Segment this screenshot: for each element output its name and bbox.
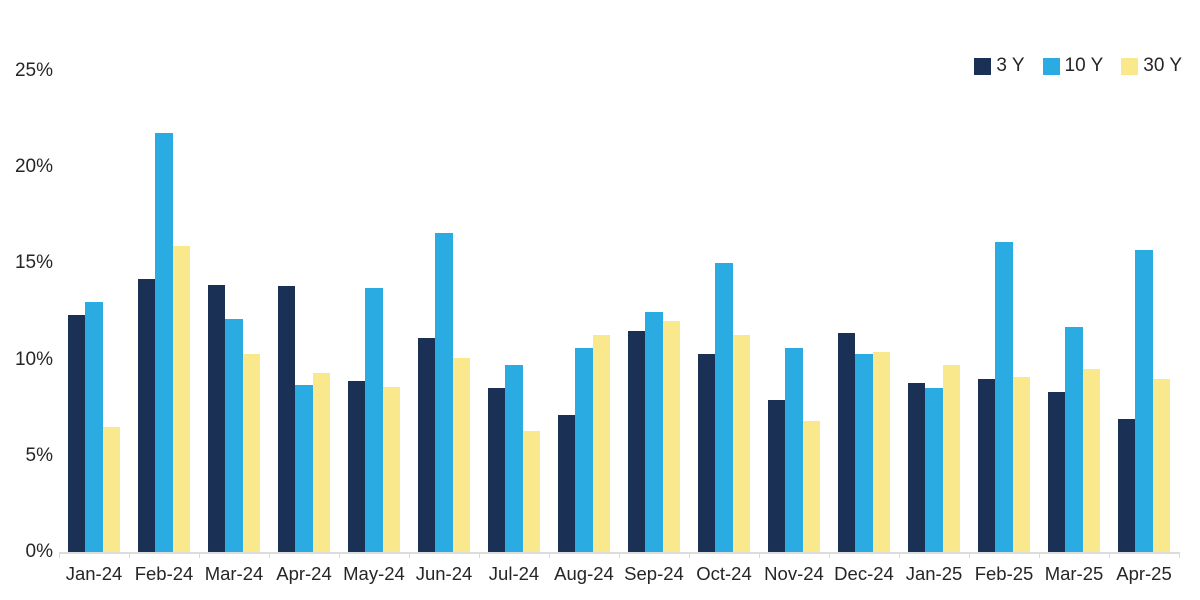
bar-3y-sep-24	[628, 330, 646, 552]
y-axis-label: 25%	[14, 60, 53, 81]
bar-3y-feb-24	[138, 278, 156, 552]
x-axis-tick	[1109, 553, 1111, 558]
bar-30y-apr-25	[1152, 378, 1170, 552]
x-axis-label: Mar-24	[204, 563, 264, 584]
y-axis-label: 10%	[14, 348, 53, 370]
x-axis-tick	[269, 553, 271, 558]
bar-10y-apr-25	[1135, 249, 1153, 552]
x-axis-tick	[1039, 553, 1041, 558]
x-axis-label: Jun-24	[415, 563, 473, 584]
x-axis-label: May-24	[343, 563, 405, 584]
bar-3y-mar-24	[208, 284, 226, 552]
x-axis-label: Dec-24	[834, 563, 894, 584]
bar-3y-jan-24	[68, 315, 86, 552]
legend-label-3y: 3 Y	[996, 55, 1025, 76]
bar-30y-feb-25	[1012, 376, 1030, 552]
bar-10y-jul-24	[505, 365, 523, 552]
x-axis-tick	[969, 553, 971, 558]
x-axis-label: Aug-24	[554, 563, 614, 584]
bar-10y-feb-25	[995, 242, 1013, 552]
x-axis-label: Apr-24	[276, 563, 332, 584]
bar-3y-oct-24	[698, 353, 716, 552]
x-axis-label: Nov-24	[764, 563, 824, 584]
legend-label-30y: 30 Y	[1143, 55, 1182, 76]
x-axis-label: Jan-25	[905, 563, 963, 584]
bar-10y-jan-25	[925, 388, 943, 552]
x-axis-label: Feb-25	[974, 563, 1034, 584]
bar-30y-dec-24	[872, 351, 890, 552]
bar-10y-oct-24	[715, 263, 733, 552]
x-axis-label: Sep-24	[624, 563, 684, 584]
x-axis-tick	[409, 553, 411, 558]
bar-30y-nov-24	[802, 421, 820, 552]
legend-swatch-3y	[974, 57, 992, 75]
x-axis-label: Jan-24	[65, 563, 123, 584]
bar-30y-jul-24	[522, 430, 540, 552]
y-axis-label: 15%	[14, 252, 53, 274]
y-axis-label: 0%	[25, 541, 53, 562]
x-axis-tick	[689, 553, 691, 558]
bar-3y-feb-25	[978, 378, 996, 552]
bar-30y-jan-24	[102, 426, 120, 552]
x-axis-tick	[829, 553, 831, 558]
bar-10y-mar-25	[1065, 326, 1083, 552]
bar-30y-apr-24	[312, 373, 330, 552]
bar-10y-aug-24	[575, 348, 593, 552]
bar-30y-mar-24	[242, 353, 260, 552]
bar-3y-dec-24	[838, 332, 856, 552]
bar-10y-mar-24	[225, 319, 243, 552]
legend-item-30y[interactable]: 30 Y	[1121, 56, 1182, 76]
bar-3y-may-24	[348, 380, 366, 552]
bar-10y-sep-24	[645, 311, 663, 552]
legend: 3 Y 10 Y 30 Y	[974, 56, 1182, 76]
bar-3y-apr-24	[278, 286, 296, 552]
bar-3y-mar-25	[1048, 392, 1066, 552]
bar-30y-mar-25	[1082, 369, 1100, 552]
bar-3y-jul-24	[488, 388, 506, 552]
x-axis-line	[59, 552, 1180, 554]
legend-swatch-10y	[1042, 57, 1060, 75]
x-axis-tick	[1179, 553, 1181, 558]
legend-swatch-30y	[1121, 57, 1139, 75]
bar-10y-may-24	[365, 288, 383, 552]
x-axis-label: Apr-25	[1116, 563, 1172, 584]
x-axis-tick	[759, 553, 761, 558]
bar-3y-jun-24	[418, 338, 436, 552]
bar-30y-jan-25	[942, 365, 960, 552]
x-axis-label: Feb-24	[134, 563, 194, 584]
bar-10y-dec-24	[855, 353, 873, 552]
y-axis-label: 20%	[14, 156, 53, 178]
legend-label-10y: 10 Y	[1064, 55, 1104, 76]
bar-10y-jun-24	[435, 232, 453, 552]
x-axis-tick	[549, 553, 551, 558]
bar-10y-jan-24	[85, 301, 103, 552]
bar-3y-apr-25	[1118, 419, 1136, 552]
bar-30y-feb-24	[172, 246, 190, 552]
bar-3y-jan-25	[908, 382, 926, 552]
x-axis-tick	[339, 553, 341, 558]
x-axis-tick	[129, 553, 131, 558]
legend-item-3y[interactable]: 3 Y	[974, 55, 1025, 76]
x-axis-tick	[59, 553, 61, 558]
bar-10y-apr-24	[295, 384, 313, 552]
bar-3y-aug-24	[558, 415, 576, 552]
x-axis-tick	[479, 553, 481, 558]
bar-30y-jun-24	[452, 357, 470, 552]
bar-10y-nov-24	[785, 348, 803, 552]
bar-30y-oct-24	[732, 334, 750, 552]
bar-30y-sep-24	[662, 321, 680, 552]
legend-item-10y[interactable]: 10 Y	[1042, 55, 1104, 76]
bar-10y-feb-24	[155, 132, 173, 552]
bar-30y-aug-24	[592, 334, 610, 552]
x-axis-label: Oct-24	[696, 563, 752, 584]
x-axis-tick	[899, 553, 901, 558]
x-axis-label: Jul-24	[488, 563, 540, 584]
x-axis-tick	[199, 553, 201, 558]
x-axis-label: Mar-25	[1044, 563, 1104, 584]
bar-30y-may-24	[382, 386, 400, 552]
y-axis-label: 5%	[25, 444, 53, 466]
x-axis-tick	[619, 553, 621, 558]
bar-3y-nov-24	[768, 400, 786, 552]
